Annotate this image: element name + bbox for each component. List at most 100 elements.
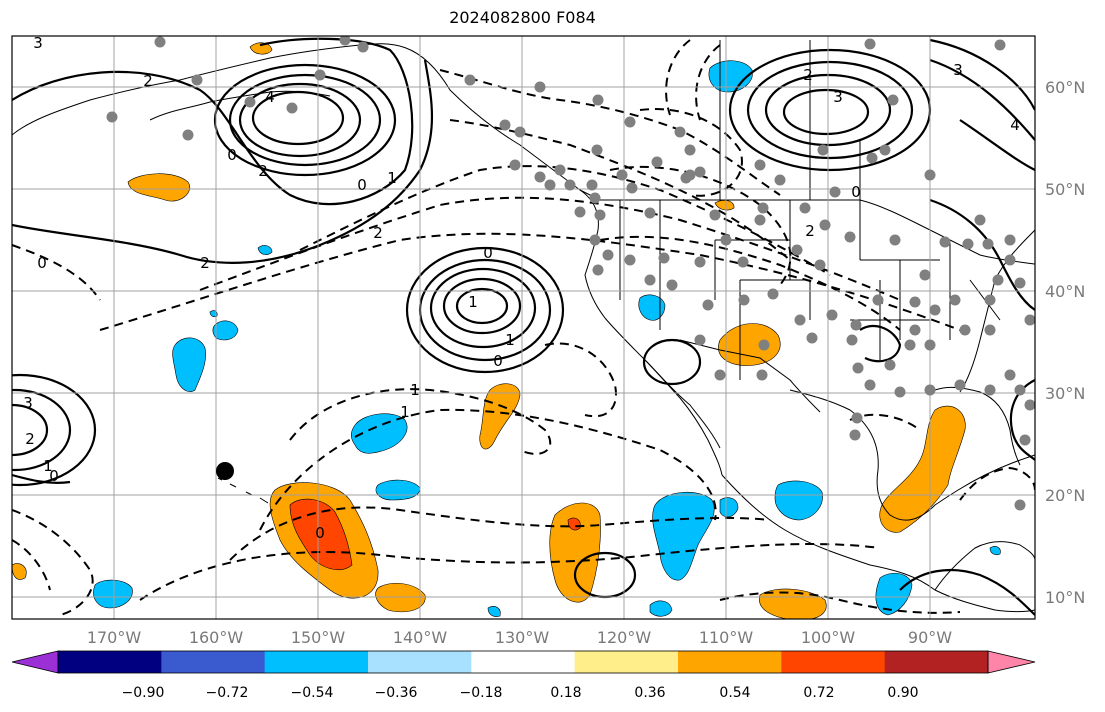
station-dot	[666, 279, 678, 291]
dashed-inner-us-3	[599, 235, 901, 331]
contour-label: 2	[25, 430, 35, 448]
dashed-sw	[12, 509, 94, 616]
lon-tick-label: 120°W	[597, 628, 652, 647]
dashed-ne-1	[695, 44, 721, 121]
station-dot	[589, 234, 601, 246]
colorbar-tick-label: 0.18	[550, 685, 581, 701]
station-dot	[924, 384, 936, 396]
station-dot	[1019, 434, 1031, 446]
colorbar-segment	[58, 651, 162, 673]
station-dot	[624, 254, 636, 266]
high-contour-center-3	[429, 267, 537, 349]
lon-tick-label: 140°W	[393, 628, 448, 647]
station-dot	[864, 38, 876, 50]
high-contour-ne-outer	[929, 38, 1035, 171]
contour-label: 0	[227, 146, 237, 164]
colorbar-tick-label: 0.72	[803, 685, 834, 701]
station-dot	[658, 252, 670, 264]
station-dot	[757, 202, 769, 214]
station-dot	[774, 174, 786, 186]
dashed-sw-2	[12, 539, 51, 591]
station-dot	[846, 334, 858, 346]
station-dot	[884, 359, 896, 371]
blue-patch-west-1	[172, 337, 206, 392]
station-dot	[1004, 234, 1016, 246]
station-dot	[616, 169, 628, 181]
colorbar-tick-label: −0.18	[460, 685, 503, 701]
station-dot	[909, 324, 921, 336]
station-dot	[994, 39, 1006, 51]
high-contour-aleutian-1	[213, 63, 397, 177]
station-dot	[850, 319, 862, 331]
station-dot	[154, 36, 166, 48]
station-dot	[714, 369, 726, 381]
colorbar-extend-low	[11, 650, 59, 674]
high-contour-aleutian-outer	[12, 37, 414, 206]
station-dot	[954, 379, 966, 391]
station-dot	[887, 94, 899, 106]
contour-label: 2	[803, 66, 813, 84]
station-dot	[849, 429, 861, 441]
colorbar-segment	[471, 651, 576, 673]
colorbar-tick-label: −0.72	[206, 685, 249, 701]
dashed-east	[959, 466, 1035, 501]
station-dot	[720, 234, 732, 246]
colorbar-tick-labels: −0.90 −0.72 −0.54 −0.36 −0.18 0.18 0.36 …	[122, 685, 919, 701]
station-dot	[594, 209, 606, 221]
contour-label: 1	[400, 403, 410, 421]
dashed-baja	[544, 342, 617, 418]
station-dot	[684, 169, 696, 181]
station-dot	[592, 94, 604, 106]
station-dot	[894, 386, 906, 398]
highlighted-point-marker	[216, 462, 234, 480]
coast-mexico	[721, 474, 1035, 612]
station-dot	[919, 269, 931, 281]
station-dot	[889, 234, 901, 246]
station-dot	[756, 369, 768, 381]
contour-label: 2	[373, 224, 383, 242]
colorbar-tick-label: −0.54	[291, 685, 334, 701]
station-dot	[904, 339, 916, 351]
station-dots	[106, 36, 1035, 511]
lon-tick-label: 100°W	[801, 628, 856, 647]
zero-contour-sw	[12, 473, 71, 484]
station-dot	[758, 339, 770, 351]
station-dot	[872, 294, 884, 306]
colorbar-segment	[574, 651, 679, 673]
colorbar-segment	[884, 651, 989, 673]
lon-tick-label: 150°W	[291, 628, 346, 647]
coastlines	[12, 40, 1035, 612]
high-contour-ne-4	[782, 88, 870, 136]
station-dot	[602, 249, 614, 261]
dashed-north-1	[439, 69, 781, 196]
border-canada-interior	[579, 40, 861, 201]
station-dot	[984, 294, 996, 306]
station-dot	[357, 41, 369, 53]
station-dot	[499, 119, 511, 131]
station-dot	[191, 74, 203, 86]
station-dot	[819, 219, 831, 231]
high-contour-aleutian-2	[228, 73, 382, 167]
high-contour-aleutian-4	[251, 90, 345, 146]
dashed-lower-1	[229, 506, 771, 561]
blue-patch-tiny-5	[209, 310, 218, 318]
red-patch-hawaii	[289, 498, 353, 570]
blue-patch-tiny-3	[649, 600, 673, 617]
station-dot	[959, 324, 971, 336]
contour-label: 2	[805, 222, 815, 240]
contour-label: 3	[953, 61, 963, 79]
station-dot	[851, 412, 863, 424]
contour-label: 0	[37, 254, 47, 272]
colorbar-segment	[161, 651, 266, 673]
high-contour-sw-3	[12, 403, 49, 457]
station-dot	[864, 379, 876, 391]
contour-label: 0	[851, 183, 861, 201]
lon-tick-label: 170°W	[87, 628, 142, 647]
station-dot	[339, 36, 351, 46]
contour-ne-lakes	[929, 198, 1035, 311]
orange-patch-edge	[12, 563, 27, 580]
grid-lines	[12, 36, 1035, 619]
dashed-north-4	[199, 196, 901, 301]
station-dot	[826, 309, 838, 321]
